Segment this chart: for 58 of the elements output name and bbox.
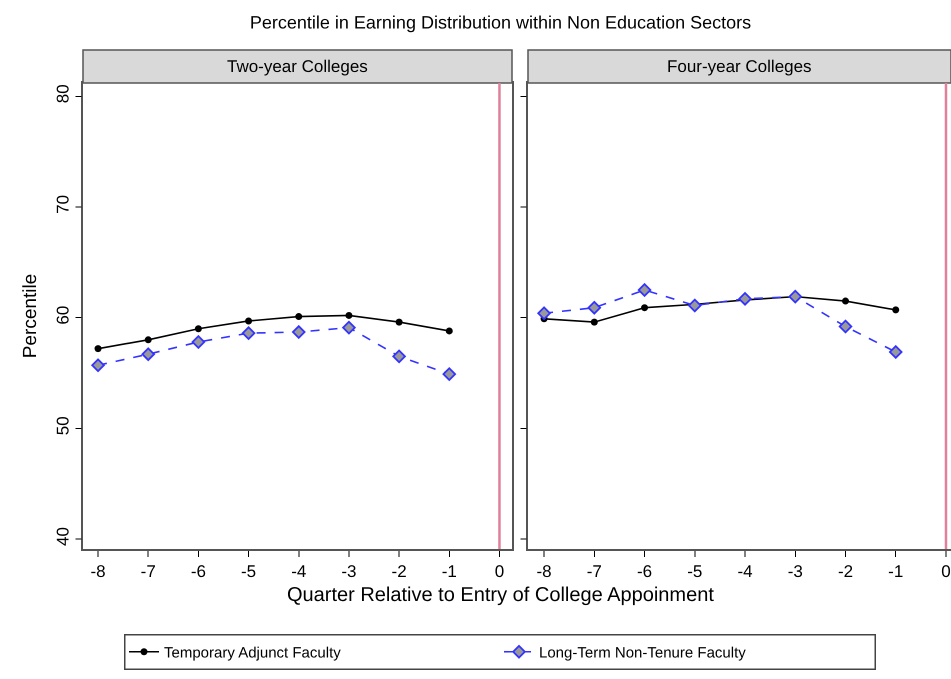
y-axis-title: Percentile	[20, 274, 41, 358]
point	[588, 300, 602, 314]
point	[396, 318, 403, 326]
x-tick-label: -2	[838, 562, 854, 582]
point	[446, 327, 453, 334]
chart-title: Percentile in Earning Distribution within Non Education Sectors	[250, 12, 752, 32]
y-tick-label: 50	[53, 416, 72, 436]
point	[245, 317, 252, 324]
y-tick-label: 70	[53, 194, 72, 214]
x-tick-label: 0	[941, 562, 951, 582]
point	[442, 367, 456, 381]
y-tick-label: 60	[53, 306, 72, 325]
point	[94, 345, 102, 352]
x-tick-label: -7	[140, 562, 156, 582]
point	[292, 325, 306, 339]
point	[888, 345, 902, 359]
point	[638, 283, 652, 297]
legend-label: Long-Term Non-Tenure Faculty	[539, 644, 746, 662]
point	[738, 292, 752, 306]
x-tick-label: -5	[241, 562, 256, 582]
x-tick-label: -8	[90, 562, 106, 582]
x-tick-label: -4	[737, 562, 753, 582]
x-tick-label: -1	[888, 562, 904, 582]
x-tick-label: -3	[341, 562, 356, 582]
point	[91, 358, 105, 372]
point	[242, 326, 256, 340]
point	[688, 298, 702, 312]
x-tick-label: -6	[190, 562, 206, 582]
point	[141, 347, 155, 361]
point	[842, 298, 849, 305]
point	[192, 335, 206, 349]
x-axis-title: Quarter Relative to Entry of College Appoinment	[287, 584, 714, 606]
point	[641, 304, 648, 312]
point	[392, 350, 406, 364]
x-tick-label: -6	[636, 562, 652, 582]
chart-subtitle: Four-year Colleges	[667, 57, 812, 76]
point	[194, 325, 202, 332]
x-tick-label: 0	[494, 562, 504, 582]
x-tick-label: -5	[687, 562, 702, 582]
point	[838, 320, 852, 334]
x-tick-label: -2	[392, 562, 407, 582]
point	[590, 318, 598, 326]
x-tick-label: -7	[586, 562, 602, 582]
y-tick-label: 40	[53, 527, 72, 546]
point	[892, 306, 900, 314]
chart-subtitle: Two-year Colleges	[227, 57, 368, 76]
legend-label: Temporary Adjunct Faculty	[164, 644, 342, 662]
point	[788, 290, 802, 304]
x-tick-label: -1	[442, 562, 457, 582]
y-tick-label: 80	[53, 84, 72, 104]
point	[345, 312, 352, 319]
point	[144, 336, 152, 344]
point	[537, 306, 551, 320]
point	[295, 313, 302, 320]
x-tick-label: -3	[788, 562, 803, 582]
point	[342, 320, 356, 334]
x-tick-label: -8	[536, 562, 552, 582]
x-tick-label: -4	[291, 562, 306, 582]
